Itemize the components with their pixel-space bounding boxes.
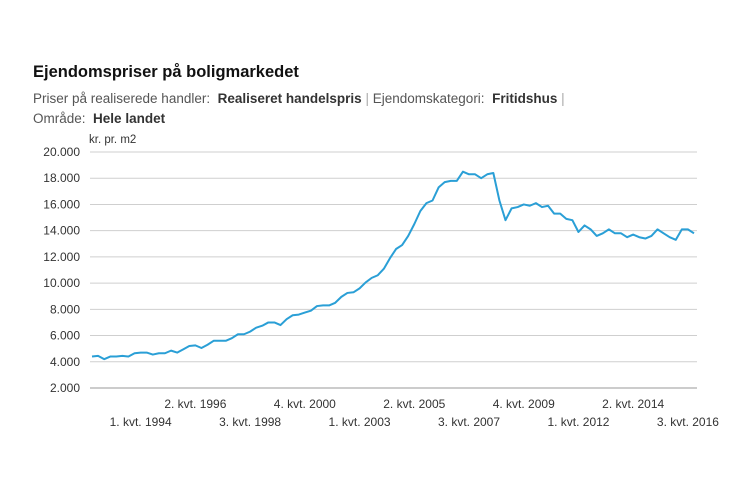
x-tick-label: 1. kvt. 1994: [110, 415, 172, 429]
y-tick-label: 20.000: [43, 145, 80, 159]
x-tick-label: 1. kvt. 2012: [547, 415, 609, 429]
y-tick-label: 8.000: [50, 302, 80, 316]
x-tick-label: 3. kvt. 2016: [657, 415, 719, 429]
y-tick-label: 2.000: [50, 381, 80, 395]
x-tick-label: 3. kvt. 1998: [219, 415, 281, 429]
series-group: [91, 170, 695, 361]
kategori-label: Ejendomskategori:: [372, 91, 485, 106]
separator: |: [561, 91, 565, 106]
x-tick-label: 1. kvt. 2003: [329, 415, 391, 429]
filter-description: Priser på realiserede handler: Realisere…: [33, 89, 693, 129]
y-tick-label: 18.000: [43, 171, 80, 185]
x-tick-label: 3. kvt. 2007: [438, 415, 500, 429]
x-tick-label: 2. kvt. 1996: [164, 397, 226, 411]
x-tick-label: 2. kvt. 2014: [602, 397, 664, 411]
y-tick-label: 6.000: [50, 329, 80, 343]
omraade-label: Område:: [33, 111, 86, 126]
x-tick-label: 2. kvt. 2005: [383, 397, 445, 411]
grid-lines: [90, 151, 697, 389]
y-tick-label: 12.000: [43, 250, 80, 264]
x-axis: 1. kvt. 1994 2. kvt. 1996 3. kvt. 1998 4. k…: [110, 397, 720, 429]
y-axis-unit-label: kr. pr. m2: [89, 134, 136, 146]
separator: |: [365, 91, 369, 106]
handler-value: Realiseret handelspris: [217, 91, 362, 106]
x-tick-label: 4. kvt. 2009: [493, 397, 555, 411]
x-tick-label: 4. kvt. 2000: [274, 397, 336, 411]
kategori-value: Fritidshus: [492, 91, 558, 106]
y-tick-label: 10.000: [43, 276, 80, 290]
y-axis: 2.000 4.000 6.000 8.000 10.000 12.000 14.000 16…: [43, 145, 80, 395]
y-tick-label: 4.000: [50, 355, 80, 369]
y-tick-label: 16.000: [43, 197, 80, 211]
handler-label: Priser på realiserede handler:: [33, 91, 211, 106]
y-tick-label: 14.000: [43, 224, 80, 238]
omraade-value: Hele landet: [93, 111, 166, 126]
series-line: [91, 170, 695, 361]
chart-title: Ejendomspriser på boligmarkedet: [33, 63, 299, 81]
